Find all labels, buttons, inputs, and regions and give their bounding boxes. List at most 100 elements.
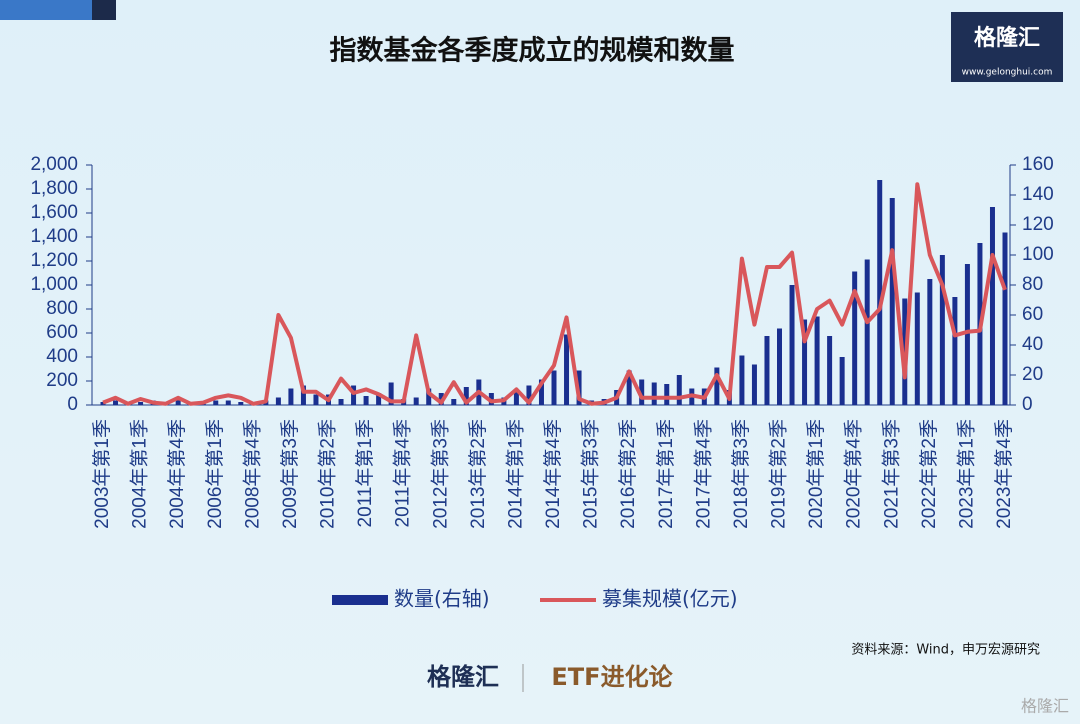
bar bbox=[426, 388, 432, 405]
y-tick-label: 1,200 bbox=[30, 250, 78, 271]
bar bbox=[113, 400, 119, 405]
y2-tick-label: 120 bbox=[1022, 214, 1054, 235]
footer-logo: 格隆汇 bbox=[427, 663, 499, 691]
bar bbox=[664, 384, 670, 405]
y2-tick-label: 60 bbox=[1022, 304, 1043, 325]
y2-tick-label: 40 bbox=[1022, 334, 1043, 355]
x-tick-label: 2016年第2季 bbox=[617, 419, 639, 529]
x-tick-label: 2003年第1季 bbox=[91, 419, 113, 529]
bar bbox=[238, 402, 244, 405]
logo-name: 格隆汇 bbox=[974, 25, 1040, 51]
bar bbox=[914, 292, 920, 405]
bar bbox=[451, 399, 457, 405]
x-tick-label: 2006年第1季 bbox=[204, 419, 226, 529]
corner-bar bbox=[0, 0, 92, 20]
bar bbox=[964, 264, 970, 405]
bar bbox=[225, 400, 231, 405]
bar bbox=[351, 385, 357, 405]
y2-tick-label: 80 bbox=[1022, 274, 1043, 295]
bar bbox=[852, 271, 858, 405]
y-tick-label: 1,400 bbox=[30, 226, 78, 247]
x-tick-label: 2014年第4季 bbox=[542, 419, 564, 529]
source: 资料来源：Wind，申万宏源研究 bbox=[851, 643, 1040, 658]
x-tick-label: 2011年第1季 bbox=[354, 419, 376, 527]
bar bbox=[802, 319, 808, 405]
bar bbox=[751, 364, 757, 405]
x-tick-label: 2020年第4季 bbox=[843, 419, 865, 529]
bar bbox=[564, 334, 570, 405]
bar bbox=[275, 397, 281, 405]
bar bbox=[538, 379, 544, 405]
bar bbox=[827, 336, 833, 405]
logo-box bbox=[951, 12, 1063, 82]
y-tick-label: 0 bbox=[67, 394, 78, 415]
bar bbox=[676, 375, 682, 405]
bar bbox=[651, 382, 657, 405]
y-tick-label: 400 bbox=[46, 346, 78, 367]
y2-tick-label: 100 bbox=[1022, 244, 1054, 265]
bar bbox=[138, 402, 144, 405]
bar bbox=[300, 385, 306, 405]
bar bbox=[877, 180, 883, 405]
x-tick-label: 2019年第2季 bbox=[768, 419, 790, 529]
corner-bar bbox=[92, 0, 116, 20]
y-tick-label: 1,000 bbox=[30, 274, 78, 295]
bar bbox=[413, 397, 419, 405]
x-tick-label: 2010年第2季 bbox=[317, 419, 339, 529]
x-tick-label: 2004年第1季 bbox=[129, 419, 151, 529]
y2-tick-label: 140 bbox=[1022, 184, 1054, 205]
bar bbox=[338, 399, 344, 405]
y-tick-label: 200 bbox=[46, 370, 78, 391]
y-tick-label: 1,600 bbox=[30, 202, 78, 223]
bar bbox=[714, 367, 720, 405]
x-tick-label: 2023年第1季 bbox=[955, 419, 977, 529]
x-tick-label: 2020年第1季 bbox=[805, 419, 827, 529]
y2-tick-label: 160 bbox=[1022, 154, 1054, 175]
bar bbox=[952, 297, 958, 405]
y-tick-label: 1,800 bbox=[30, 178, 78, 199]
bar bbox=[814, 316, 820, 405]
x-tick-label: 2022年第2季 bbox=[918, 419, 940, 529]
bar bbox=[463, 387, 469, 405]
bar bbox=[551, 370, 557, 405]
bar bbox=[213, 400, 219, 405]
bar bbox=[288, 388, 294, 405]
x-tick-label: 2014年第1季 bbox=[504, 419, 526, 529]
bar bbox=[989, 207, 995, 405]
bar bbox=[939, 255, 945, 405]
x-tick-label: 2018年第3季 bbox=[730, 419, 752, 529]
bar bbox=[513, 391, 519, 405]
x-tick-label: 2004年第4季 bbox=[166, 419, 188, 529]
logo-url: www.gelonghui.com bbox=[962, 68, 1053, 78]
x-tick-label: 2011年第4季 bbox=[392, 419, 414, 527]
bar bbox=[864, 259, 870, 405]
bar bbox=[363, 396, 369, 405]
bar bbox=[839, 357, 845, 405]
x-tick-label: 2012年第3季 bbox=[429, 419, 451, 529]
bar bbox=[313, 394, 319, 405]
bar bbox=[376, 393, 382, 405]
x-tick-label: 2013年第2季 bbox=[467, 419, 489, 529]
y-tick-label: 600 bbox=[46, 322, 78, 343]
chart-title: 指数基金各季度成立的规模和数量 bbox=[330, 35, 735, 67]
legend-label: 数量(右轴) bbox=[394, 587, 490, 611]
bar bbox=[388, 382, 394, 405]
legend-label: 募集规模(亿元) bbox=[602, 587, 738, 611]
bar bbox=[526, 385, 532, 405]
bar bbox=[789, 285, 795, 405]
bar bbox=[777, 328, 782, 405]
bar bbox=[175, 400, 181, 405]
bar bbox=[889, 198, 895, 405]
bar bbox=[100, 402, 106, 405]
bar bbox=[764, 336, 770, 405]
y-tick-label: 800 bbox=[46, 298, 78, 319]
bar bbox=[739, 355, 745, 405]
y2-tick-label: 0 bbox=[1022, 394, 1033, 415]
x-tick-label: 2017年第4季 bbox=[692, 419, 714, 529]
x-tick-label: 2023年第4季 bbox=[993, 419, 1015, 529]
legend-swatch bbox=[332, 595, 388, 605]
bar bbox=[927, 279, 933, 405]
